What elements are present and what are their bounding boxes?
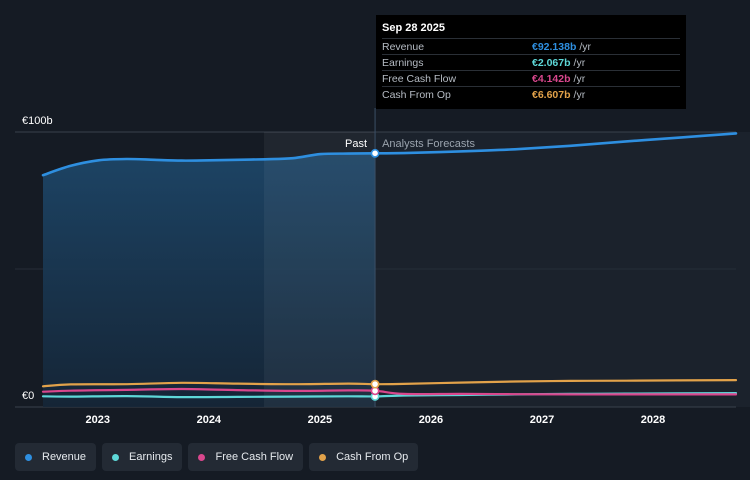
legend-dot-icon [319, 453, 327, 461]
y-axis-label-bottom: €0 [22, 390, 34, 402]
x-tick-2023: 2023 [86, 414, 110, 426]
tooltip-row-revenue: Revenue €92.138b/yr [382, 38, 680, 54]
revenue-area-past [43, 153, 376, 407]
tooltip-row-value: €6.607b [532, 88, 571, 101]
legend-item-cash-from-op[interactable]: Cash From Op [309, 443, 419, 471]
legend-dot-icon [198, 453, 206, 461]
x-tick-2025: 2025 [308, 414, 332, 426]
tooltip-row-cash-from-op: Cash From Op €6.607b/yr [382, 86, 680, 102]
tooltip-row-unit: /yr [573, 72, 586, 85]
legend-item-earnings[interactable]: Earnings [102, 443, 183, 471]
legend-item-revenue[interactable]: Revenue [15, 443, 97, 471]
financial-chart: €100b €0 Past Analysts Forecasts 2023 2024 202… [15, 108, 738, 426]
tooltip-row-free-cash-flow: Free Cash Flow €4.142b/yr [382, 70, 680, 86]
cash-from-op-line [41, 379, 738, 388]
forecast-label: Analysts Forecasts [382, 138, 475, 150]
tooltip-row-name: Cash From Op [382, 88, 451, 101]
tooltip-date: Sep 28 2025 [382, 22, 445, 34]
tooltip-row-value: €92.138b [532, 40, 577, 53]
legend-item-free-cash-flow[interactable]: Free Cash Flow [188, 443, 304, 471]
y-axis-label-top: €100b [22, 115, 53, 127]
legend-label: Cash From Op [336, 451, 409, 463]
revenue-line [41, 132, 738, 177]
past-label: Past [345, 138, 367, 150]
tooltip-row-earnings: Earnings €2.067b/yr [382, 54, 680, 70]
revenue-marker [370, 148, 380, 158]
legend-dot-icon [25, 453, 32, 461]
cash-from-op-marker [370, 379, 380, 389]
free-cash-flow-line [41, 387, 738, 396]
x-tick-2026: 2026 [419, 414, 443, 426]
legend-label: Revenue [42, 451, 87, 463]
x-tick-2024: 2024 [197, 414, 222, 426]
tooltip-row-unit: /yr [573, 88, 586, 101]
tooltip-row-name: Earnings [382, 56, 424, 69]
tooltip-row-value: €4.142b [532, 72, 571, 85]
tooltip-row-unit: /yr [579, 40, 592, 53]
legend-label: Free Cash Flow [215, 451, 294, 463]
tooltip-row-name: Revenue [382, 40, 425, 53]
legend-dot-icon [112, 453, 120, 461]
tooltip-row-name: Free Cash Flow [382, 72, 457, 85]
x-tick-2028: 2028 [641, 414, 665, 426]
tooltip-row-unit: /yr [573, 56, 586, 69]
data-tooltip: Sep 28 2025 Revenue €92.138b/yr Earnings €2… [376, 15, 686, 109]
tooltip-row-value: €2.067b [532, 56, 571, 69]
x-tick-2027: 2027 [530, 414, 554, 426]
legend-label: Earnings [129, 451, 173, 463]
last-year-band [264, 132, 376, 407]
legend: Revenue Earnings Free Cash Flow Cash From O… [15, 443, 419, 471]
